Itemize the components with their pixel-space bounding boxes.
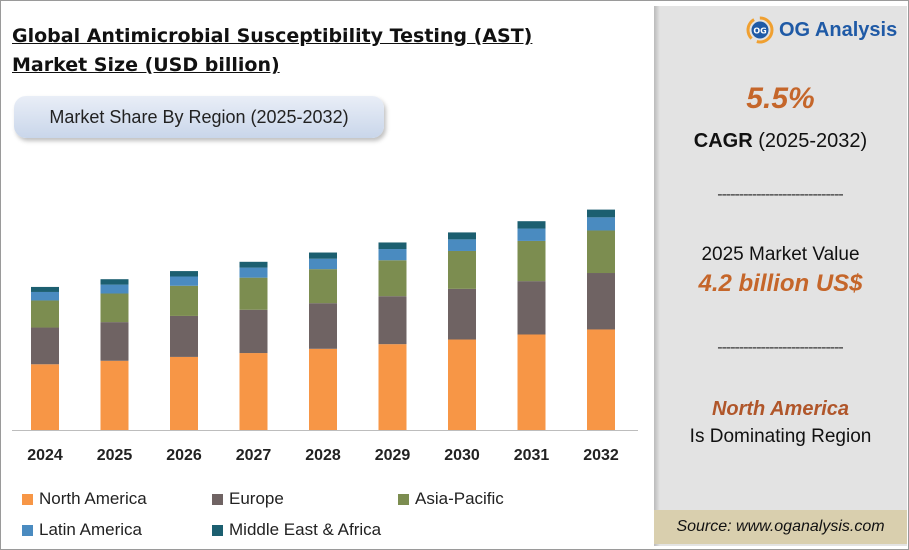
bar-2032-asia-pacific	[587, 230, 615, 274]
bar-2031-latin-america	[517, 228, 546, 241]
x-tick-label: 2031	[514, 447, 550, 464]
legend-item: Asia-Pacific	[398, 489, 504, 509]
bar-2024-latin-america	[31, 291, 59, 301]
source-text: Source: www.oganalysis.com	[676, 518, 885, 535]
legend-item: Europe	[212, 489, 284, 509]
bar-2032-north-america	[587, 329, 615, 430]
bar-2030-north-america	[448, 339, 476, 430]
legend-label: Europe	[229, 489, 284, 508]
bar-2026-latin-america	[170, 276, 198, 286]
bar-2029-europe	[378, 296, 407, 345]
x-tick-label: 2030	[444, 447, 480, 464]
x-axis-line	[12, 430, 638, 431]
legend-item: Middle East & Africa	[212, 520, 381, 540]
cagr-value: 5.5%	[746, 82, 815, 115]
bar-2029-north-america	[378, 344, 407, 430]
side-panel-shadow	[654, 6, 660, 546]
bar-chart: 2024 2025 2026 2027 2028 2029 2030 2031 2032	[27, 209, 619, 464]
bar-2031-asia-pacific	[517, 240, 546, 282]
bar-2027-latin-america	[239, 267, 268, 278]
og-logo-icon: OG	[746, 16, 774, 44]
bar-2031-middle-east-africa	[517, 221, 546, 229]
bar-2029-middle-east-africa	[378, 242, 407, 250]
market-value-label: 2025 Market Value	[701, 244, 860, 265]
bar-2027-europe	[239, 309, 268, 354]
x-tick-label: 2025	[97, 447, 133, 464]
bar-2024-north-america	[31, 364, 59, 430]
bar-2027-middle-east-africa	[239, 261, 268, 268]
legend-swatch	[398, 493, 409, 505]
bar-2025-north-america	[100, 360, 129, 430]
cagr-label: CAGR (2025-2032)	[654, 130, 907, 153]
x-tick-label: 2026	[166, 447, 202, 464]
x-tick-label: 2028	[305, 447, 341, 464]
bar-2030-europe	[448, 288, 476, 340]
legend-swatch	[212, 493, 223, 505]
chart-subtitle: Market Share By Region (2025-2032)	[14, 96, 384, 138]
separator-bottom: -----------------------------	[717, 339, 844, 356]
brand-name: OG Analysis	[779, 18, 898, 41]
bar-2030-asia-pacific	[448, 250, 476, 289]
bar-2028-asia-pacific	[309, 269, 337, 304]
bar-2028-north-america	[309, 348, 337, 430]
bar-2031-europe	[517, 281, 546, 335]
bar-2025-asia-pacific	[100, 293, 129, 323]
legend-label: Asia-Pacific	[415, 489, 504, 508]
bar-2028-europe	[309, 303, 337, 349]
bar-2024-europe	[31, 327, 59, 365]
x-tick-label: 2024	[27, 447, 63, 464]
bar-2026-north-america	[170, 356, 198, 430]
bar-2025-europe	[100, 322, 129, 361]
separator-top: -----------------------------	[717, 186, 844, 203]
legend-label: Middle East & Africa	[229, 520, 382, 539]
bar-2028-middle-east-africa	[309, 252, 337, 259]
bar-2027-north-america	[239, 353, 268, 430]
bar-2028-latin-america	[309, 258, 337, 270]
legend-item: Latin America	[22, 520, 142, 540]
chart-title: Global Antimicrobial Susceptibility Test…	[12, 25, 533, 76]
brand-logo: OG OG Analysis	[746, 16, 897, 44]
bar-2024-middle-east-africa	[31, 286, 59, 292]
bar-2026-middle-east-africa	[170, 271, 198, 277]
bar-2025-latin-america	[100, 284, 129, 294]
bar-2025-middle-east-africa	[100, 279, 129, 285]
dominating-text: Is Dominating Region	[689, 426, 872, 447]
bar-2026-asia-pacific	[170, 285, 198, 316]
legend-swatch	[22, 524, 33, 536]
subtitle-text: Market Share By Region (2025-2032)	[49, 106, 349, 127]
bar-2030-middle-east-africa	[448, 232, 476, 240]
bar-2032-middle-east-africa	[587, 209, 615, 218]
x-tick-label: 2032	[583, 447, 619, 464]
cagr-period: (2025-2032)	[758, 130, 868, 152]
bar-2029-asia-pacific	[378, 260, 407, 297]
market-value: 4.2 billion US$	[698, 270, 863, 297]
bar-2029-latin-america	[378, 249, 407, 261]
bar-2026-europe	[170, 315, 198, 357]
cagr-title: CAGR	[693, 130, 753, 152]
x-tick-label: 2029	[375, 447, 411, 464]
bar-2027-asia-pacific	[239, 277, 268, 310]
source-bar: Source: www.oganalysis.com	[654, 510, 907, 544]
x-tick-label: 2027	[236, 447, 272, 464]
logo-badge-text: OG	[753, 27, 766, 36]
legend-label: North America	[39, 489, 147, 508]
bar-2030-latin-america	[448, 239, 476, 251]
legend-swatch	[212, 524, 223, 536]
dominating-region: North America	[711, 398, 850, 420]
legend-swatch	[22, 493, 33, 505]
legend-item: North America	[22, 489, 147, 509]
side-panel: OG OG Analysis 5.5% CAGR (2025-2032) ---…	[654, 6, 907, 546]
chart-legend: North America Europe Asia-Pacific Latin Ame…	[22, 489, 652, 549]
bar-2032-latin-america	[587, 217, 615, 231]
bar-2032-europe	[587, 273, 615, 330]
bar-2024-asia-pacific	[31, 300, 59, 328]
legend-label: Latin America	[39, 520, 142, 539]
bar-2031-north-america	[517, 334, 546, 430]
